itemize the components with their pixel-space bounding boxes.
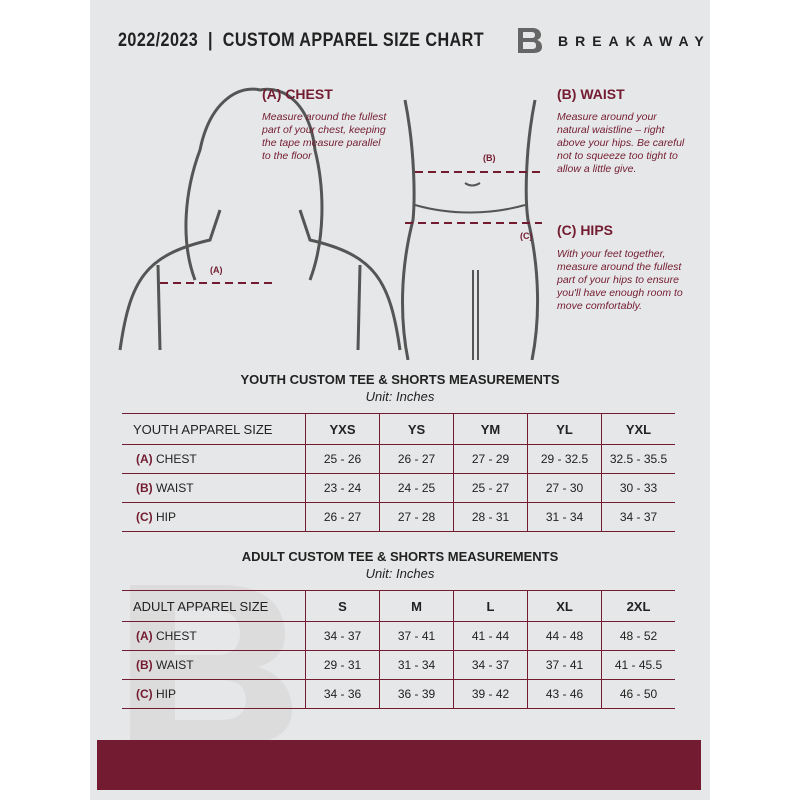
adult-section-title: ADULT CUSTOM TEE & SHORTS MEASUREMENTS (241, 549, 559, 564)
torso-outline (401, 99, 540, 360)
youth-section-title: YOUTH CUSTOM TEE & SHORTS MEASUREMENTS (240, 372, 560, 387)
brand-name: BREAKAWAY (558, 33, 711, 49)
youth-size-table: YOUTH APPAREL SIZE YXS YS YM YL YXL (A) CHEST… (122, 413, 675, 532)
table-header-row: YOUTH APPAREL SIZE YXS YS YM YL YXL (122, 413, 675, 445)
table-header-row: ADULT APPAREL SIZE S M L XL 2XL (122, 590, 675, 622)
waist-heading: (B) WAIST (557, 86, 625, 102)
breakaway-logo-icon (518, 28, 542, 53)
adult-unit: Unit: Inches (365, 566, 435, 581)
table-row: (B) WAIST 29 - 31 31 - 34 34 - 37 37 - 41 41 … (122, 650, 675, 680)
hips-description: With your feet together, measure around … (557, 248, 683, 312)
table-row: (C) HIP 26 - 27 27 - 28 28 - 31 31 - 34 34 - … (122, 502, 675, 532)
table-row: (A) CHEST 25 - 26 26 - 27 27 - 29 29 - 32.5 3… (122, 444, 675, 474)
table-row: (A) CHEST 34 - 37 37 - 41 41 - 44 44 - 48 48 … (122, 621, 675, 651)
chest-marker: (A) (210, 265, 223, 275)
waist-marker: (B) (483, 153, 496, 163)
footer-band (97, 740, 701, 790)
table-row: (C) HIP 34 - 36 36 - 39 39 - 42 43 - 46 46 - … (122, 679, 675, 709)
waist-description: Measure around your natural waistline – … (557, 111, 685, 175)
chest-description: Measure around the fullest part of your … (262, 111, 387, 162)
hips-marker: (C) (520, 231, 533, 241)
page-title: 2022/2023 | CUSTOM APPAREL SIZE CHART (118, 30, 485, 51)
youth-unit: Unit: Inches (365, 389, 435, 404)
table-row: (B) WAIST 23 - 24 24 - 25 25 - 27 27 - 30 30 … (122, 473, 675, 503)
adult-size-table: ADULT APPAREL SIZE S M L XL 2XL (A) CHEST 34 -… (122, 590, 675, 709)
body-illustration (118, 87, 542, 360)
hips-heading: (C) HIPS (557, 222, 613, 238)
chest-heading: (A) CHEST (262, 86, 333, 102)
head-outline (184, 87, 324, 281)
